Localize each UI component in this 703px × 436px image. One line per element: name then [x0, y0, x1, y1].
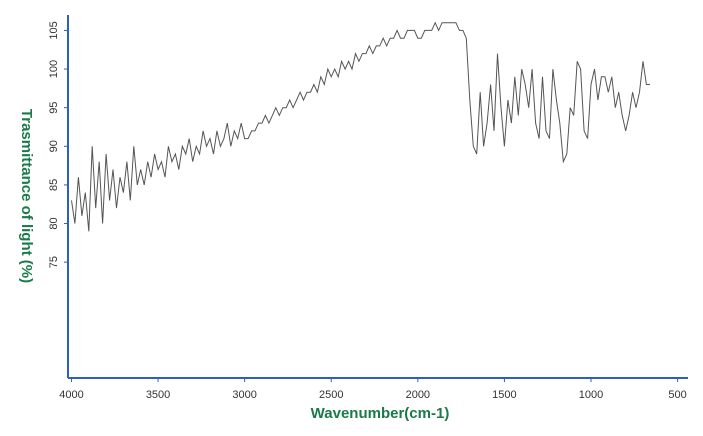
y-tick-label: 105 — [48, 21, 60, 39]
y-tick-label: 95 — [48, 102, 60, 114]
y-tick-label: 80 — [48, 217, 60, 229]
x-tick-label: 1500 — [492, 389, 516, 401]
y-axis-title: Trasmittance of light (%) — [18, 109, 35, 283]
x-tick-label: 3500 — [146, 389, 170, 401]
x-tick-label: 500 — [668, 389, 686, 401]
spectrum-line — [71, 21, 650, 232]
y-tick-label: 100 — [48, 60, 60, 78]
y-tick-label: 85 — [48, 179, 60, 191]
x-tick-label: 2000 — [406, 389, 430, 401]
x-tick-label: 2500 — [319, 389, 343, 401]
x-tick-label: 1000 — [579, 389, 603, 401]
y-tick-label: 90 — [48, 140, 60, 152]
x-tick-label: 3000 — [232, 389, 256, 401]
x-axis-title: Wavenumber(cm-1) — [311, 405, 450, 422]
x-tick-label: 4000 — [59, 389, 83, 401]
y-tick-label: 75 — [48, 256, 60, 268]
